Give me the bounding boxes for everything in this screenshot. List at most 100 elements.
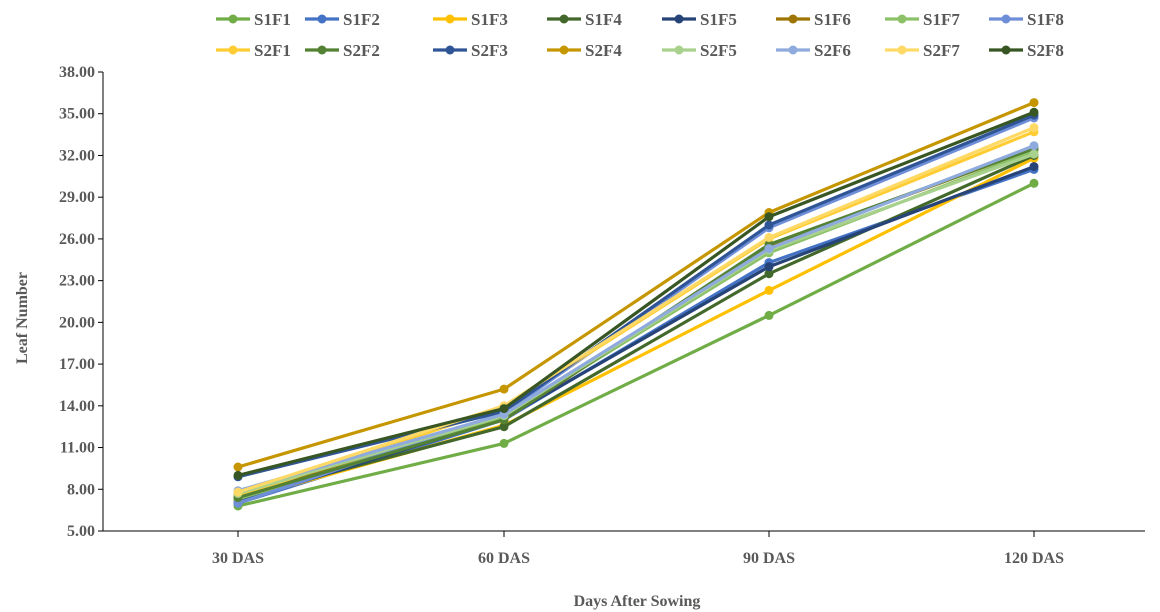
y-tick-label: 35.00 (59, 106, 95, 123)
legend-swatch-marker (1001, 45, 1011, 55)
x-tick-label: 120 DAS (1004, 550, 1064, 567)
legend-item-s2f7: S2F7 (885, 41, 960, 60)
series-line (237, 110, 1035, 477)
legend-item-s2f2: S2F2 (305, 41, 380, 60)
legend-swatch-marker (317, 14, 327, 24)
data-point (764, 244, 774, 254)
legend-item-s1f3: S1F3 (433, 10, 508, 29)
legend-label: S1F7 (923, 10, 960, 29)
y-axis-title: Leaf Number (14, 272, 31, 364)
legend-label: S1F6 (814, 10, 851, 29)
legend-swatch-marker (674, 14, 684, 24)
legend-label: S1F5 (700, 10, 737, 29)
data-point (764, 269, 774, 279)
legend-label: S1F4 (585, 10, 622, 29)
legend-swatch-marker (445, 45, 455, 55)
legend-swatch-marker (559, 45, 569, 55)
x-axis: 30 DAS 60 DAS 90 DAS 120 DAS (103, 530, 1145, 567)
series-line (237, 144, 1035, 493)
legend-label: S2F8 (1027, 41, 1064, 60)
legend-label: S1F2 (343, 10, 380, 29)
legend-label: S2F1 (254, 41, 291, 60)
data-point (499, 422, 509, 432)
legend: S1F1 S1F2 S1F3 S1F4 S1F5 S1F6 S1F7 S1F8 S2F1 S2F2… (216, 10, 1064, 60)
series-s2f8 (233, 107, 1039, 480)
legend-swatch-marker (674, 45, 684, 55)
legend-label: S2F6 (814, 41, 851, 60)
series-s1f1 (233, 178, 1039, 511)
x-tick-label: 30 DAS (212, 550, 264, 567)
series-line (237, 154, 1035, 500)
x-axis-title: Days After Sowing (574, 593, 701, 610)
data-point (764, 285, 774, 295)
legend-label: S1F1 (254, 10, 291, 29)
legend-item-s2f3: S2F3 (433, 41, 508, 60)
series-layer (233, 98, 1039, 511)
legend-swatch-marker (1001, 14, 1011, 24)
legend-item-s1f8: S1F8 (989, 10, 1064, 29)
series-s2f7 (233, 123, 1039, 497)
legend-item-s2f4: S2F4 (547, 41, 622, 60)
legend-label: S2F3 (471, 41, 508, 60)
legend-item-s1f2: S1F2 (305, 10, 380, 29)
data-point (233, 470, 243, 480)
legend-swatch-marker (559, 14, 569, 24)
data-point (1029, 141, 1039, 151)
data-point (1029, 162, 1039, 172)
legend-item-s1f7: S1F7 (885, 10, 960, 29)
series-s2f4 (233, 98, 1039, 472)
x-tick-label: 60 DAS (478, 550, 530, 567)
legend-item-s2f1: S2F1 (216, 41, 291, 60)
data-point (764, 262, 774, 272)
data-point (499, 404, 509, 414)
y-tick-label: 5.00 (67, 523, 95, 540)
data-point (764, 220, 774, 230)
data-point (764, 310, 774, 320)
data-point (233, 487, 243, 497)
y-tick-label: 29.00 (59, 189, 95, 206)
legend-swatch-marker (897, 45, 907, 55)
data-point (1029, 107, 1039, 117)
y-axis: 5.00 8.00 11.00 14.00 17.00 20.00 23.00 26.00 29… (59, 64, 104, 540)
legend-label: S2F5 (700, 41, 737, 60)
legend-item-s1f5: S1F5 (662, 10, 737, 29)
data-point (764, 212, 774, 222)
legend-item-s2f5: S2F5 (662, 41, 737, 60)
y-tick-label: 23.00 (59, 273, 95, 290)
legend-swatch-marker (788, 14, 798, 24)
y-tick-label: 14.00 (59, 398, 95, 415)
legend-swatch-marker (897, 14, 907, 24)
series-line (237, 181, 1035, 508)
legend-label: S2F2 (343, 41, 380, 60)
data-point (233, 462, 243, 472)
series-line (237, 126, 1035, 494)
y-tick-label: 32.00 (59, 147, 95, 164)
legend-item-s1f4: S1F4 (547, 10, 622, 29)
data-point (1029, 123, 1039, 133)
legend-swatch-marker (228, 45, 238, 55)
legend-item-s1f1: S1F1 (216, 10, 291, 29)
legend-swatch-marker (788, 45, 798, 55)
legend-swatch-marker (228, 14, 238, 24)
y-tick-label: 11.00 (60, 440, 95, 457)
data-point (1029, 98, 1039, 108)
data-point (1029, 178, 1039, 188)
legend-label: S1F3 (471, 10, 508, 29)
legend-label: S1F8 (1027, 10, 1064, 29)
series-line (237, 101, 1035, 469)
data-point (1029, 149, 1039, 159)
legend-swatch-marker (445, 14, 455, 24)
data-point (499, 384, 509, 394)
data-point (499, 438, 509, 448)
data-point (764, 233, 774, 242)
y-tick-label: 26.00 (59, 231, 95, 248)
series-line (237, 113, 1035, 479)
legend-item-s2f6: S2F6 (776, 41, 851, 60)
legend-swatch-marker (317, 45, 327, 55)
y-tick-label: 17.00 (59, 356, 95, 373)
y-tick-label: 38.00 (59, 64, 95, 81)
legend-label: S2F4 (585, 41, 622, 60)
x-tick-label: 90 DAS (743, 550, 795, 567)
legend-label: S2F7 (923, 41, 960, 60)
